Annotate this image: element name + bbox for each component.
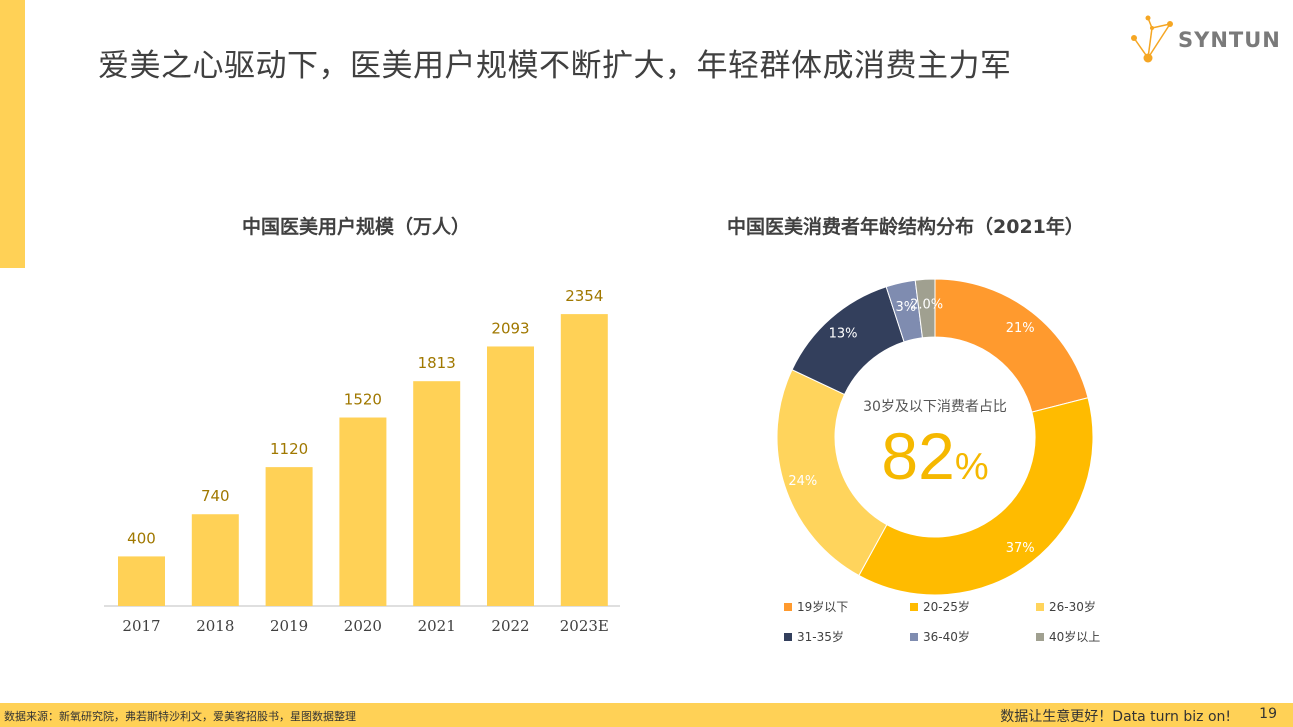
bar-2021 (413, 381, 461, 606)
donut-slice-40岁以上 (914, 278, 936, 339)
bar-data-label: 1813 (418, 354, 456, 372)
donut-center-value: 82% (830, 418, 1040, 494)
footer-slogan: 数据让生意更好！Data turn biz on! (1000, 709, 1231, 725)
bar-data-label: 2093 (491, 319, 529, 337)
x-tick-label: 2023E (560, 617, 609, 635)
bar-chart-title: 中国医美用户规模（万人） (242, 216, 471, 238)
legend-label: 20-25岁 (923, 600, 970, 614)
legend-item: 26-30岁 (1036, 598, 1096, 615)
legend-item: 31-35岁 (784, 628, 844, 645)
footer-bar: 数据来源：新氧研究院，弗若斯特沙利文，爱美客招股书，星图数据整理 数据让生意更好… (0, 703, 1293, 727)
legend-label: 31-35岁 (797, 630, 844, 644)
x-tick-label: 2022 (491, 617, 529, 635)
bar-2019 (265, 467, 313, 606)
legend-label: 40岁以上 (1049, 630, 1101, 644)
bar-2022 (487, 346, 534, 606)
legend-item: 40岁以上 (1036, 628, 1100, 645)
legend-item: 20-25岁 (910, 598, 970, 615)
bar-2023E (560, 314, 608, 606)
x-tick-label: 2018 (196, 617, 234, 635)
donut-data-label: 21% (1006, 321, 1035, 336)
legend-label: 36-40岁 (923, 630, 970, 644)
donut-slice-20-25岁 (858, 397, 1094, 596)
page-number: 19 (1259, 706, 1277, 722)
donut-data-label: 13% (829, 327, 858, 342)
legend-label: 19岁以下 (797, 600, 849, 614)
user-scale-bar-chart: 400 2017 740 2018 1120 2019 1520 2020 1813 2021 20… (104, 290, 620, 635)
footer-source: 数据来源：新氧研究院，弗若斯特沙利文，爱美客招股书，星图数据整理 (4, 710, 356, 723)
x-tick-label: 2017 (122, 617, 160, 635)
bar-2020 (339, 417, 387, 606)
donut-data-label: 37% (1006, 541, 1035, 556)
network-star-icon (1131, 15, 1173, 63)
donut-slice-19岁以下 (934, 278, 1089, 413)
legend-label: 26-30岁 (1049, 600, 1096, 614)
bar-data-label: 1120 (270, 440, 308, 458)
legend-item: 36-40岁 (910, 628, 970, 645)
legend-swatch (1036, 632, 1044, 641)
syntun-logo: SYNTUN (1124, 14, 1284, 66)
donut-center-unit: % (954, 446, 989, 488)
x-tick-label: 2020 (344, 617, 382, 635)
legend-swatch (1036, 602, 1044, 611)
bar-data-label: 740 (201, 487, 230, 505)
donut-data-label: 3% (895, 300, 916, 315)
page-title: 爱美之心驱动下，医美用户规模不断扩大，年轻群体成消费主力军 (98, 48, 1012, 84)
bar-data-label: 1520 (344, 391, 382, 409)
donut-chart-title: 中国医美消费者年龄结构分布（2021年） (727, 216, 1084, 238)
legend-swatch (784, 632, 792, 641)
donut-center-caption: 30岁及以下消费者占比 (863, 399, 1007, 415)
bar-data-label: 2354 (565, 290, 603, 305)
bar-2018 (191, 514, 239, 606)
legend-swatch (910, 602, 918, 611)
bar-2017 (118, 556, 165, 606)
donut-data-label: 24% (788, 474, 817, 489)
left-accent-bar (0, 0, 25, 268)
x-tick-label: 2021 (418, 617, 456, 635)
x-tick-label: 2019 (270, 617, 308, 635)
donut-data-label: 2.0% (910, 297, 943, 312)
age-structure-donut-chart: 21% 37% 24% 13% 3%2.0% (776, 278, 1094, 596)
legend-swatch (910, 632, 918, 641)
legend-item: 19岁以下 (784, 598, 848, 615)
legend-swatch (784, 602, 792, 611)
bar-data-label: 400 (127, 529, 156, 547)
logo-text: SYNTUN (1178, 28, 1281, 52)
donut-center-number: 82 (881, 419, 955, 493)
